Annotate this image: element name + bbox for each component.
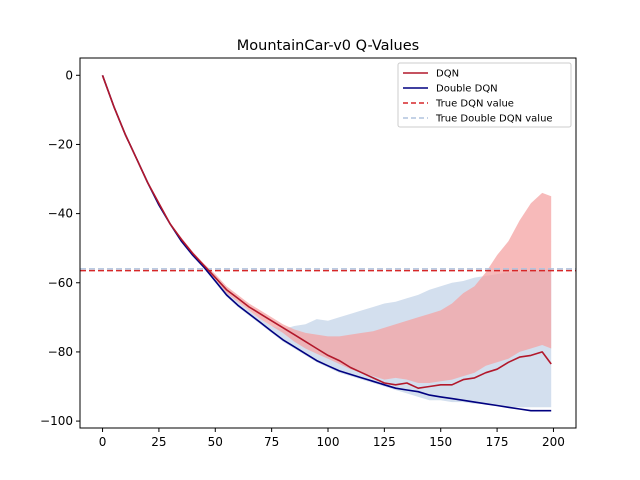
x-tick-label: 100 [317,435,340,449]
x-tick-label: 200 [542,435,565,449]
legend: DQN Double DQN True DQN value True Double D… [397,62,572,128]
y-tick-label: −100 [40,414,73,428]
legend-label: True Double DQN value [435,114,553,125]
y-tick-label: −80 [48,345,73,359]
dqn-band [102,75,552,384]
x-tick-label: 75 [264,435,279,449]
y-tick-label: −20 [48,137,73,151]
y-tick-label: −60 [48,276,73,290]
x-axis: 0 25 50 75 100 125 150 175 200 [99,428,565,449]
x-tick-label: 25 [151,435,166,449]
x-tick-label: 175 [486,435,509,449]
dqn-line [101,75,552,389]
x-tick-label: 125 [373,435,396,449]
legend-label: DQN [436,69,459,80]
legend-box [397,62,572,128]
legend-label: Double DQN [436,84,498,95]
series-lines [101,75,552,412]
x-tick-label: 150 [429,435,452,449]
x-tick-label: 50 [208,435,223,449]
y-tick-label: −40 [48,207,73,221]
legend-label: True DQN value [435,99,514,110]
x-tick-label: 0 [99,435,107,449]
confidence-bands [102,75,552,408]
y-axis: 0 −20 −40 −60 −80 −100 [40,68,80,428]
y-tick-label: 0 [65,68,73,82]
reference-lines [80,268,576,272]
chart-title: MountainCar-v0 Q-Values [237,38,419,54]
